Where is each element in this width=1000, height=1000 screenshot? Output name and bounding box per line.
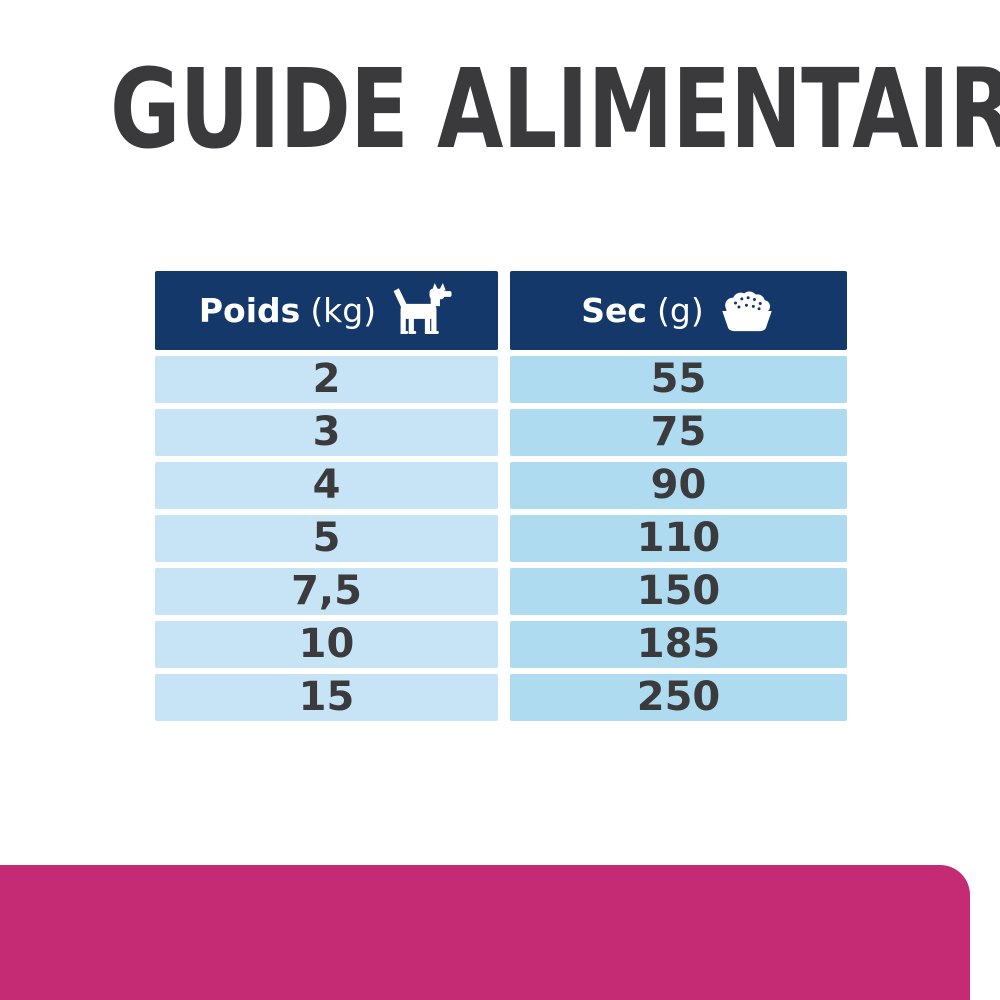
accent-bar bbox=[0, 865, 970, 1000]
sec-cell: 150 bbox=[510, 568, 847, 615]
poids-cell: 10 bbox=[155, 621, 498, 668]
sec-header-unit: (g) bbox=[657, 291, 704, 330]
sec-cell: 90 bbox=[510, 462, 847, 509]
poids-cell: 4 bbox=[155, 462, 498, 509]
sec-cell: 185 bbox=[510, 621, 847, 668]
dog-icon bbox=[390, 283, 454, 338]
page-title: GUIDE ALIMENTAIRE bbox=[110, 45, 1000, 173]
sec-cell: 75 bbox=[510, 409, 847, 456]
feeding-guide-table: Poids (kg) bbox=[155, 271, 847, 721]
bowl-icon bbox=[718, 288, 776, 334]
poids-cell: 15 bbox=[155, 674, 498, 721]
column-poids: Poids (kg) bbox=[155, 271, 498, 721]
poids-cell: 2 bbox=[155, 356, 498, 403]
sec-cell: 110 bbox=[510, 515, 847, 562]
poids-header-unit: (kg) bbox=[310, 291, 377, 330]
poids-cell: 7,5 bbox=[155, 568, 498, 615]
sec-cell: 55 bbox=[510, 356, 847, 403]
column-header-poids: Poids (kg) bbox=[155, 271, 498, 350]
column-sec: Sec (g) bbox=[510, 271, 847, 721]
sec-cell: 250 bbox=[510, 674, 847, 721]
poids-cell: 5 bbox=[155, 515, 498, 562]
sec-header-label: Sec bbox=[581, 291, 647, 330]
poids-header-label: Poids bbox=[198, 291, 301, 330]
column-header-sec: Sec (g) bbox=[510, 271, 847, 350]
poids-cell: 3 bbox=[155, 409, 498, 456]
